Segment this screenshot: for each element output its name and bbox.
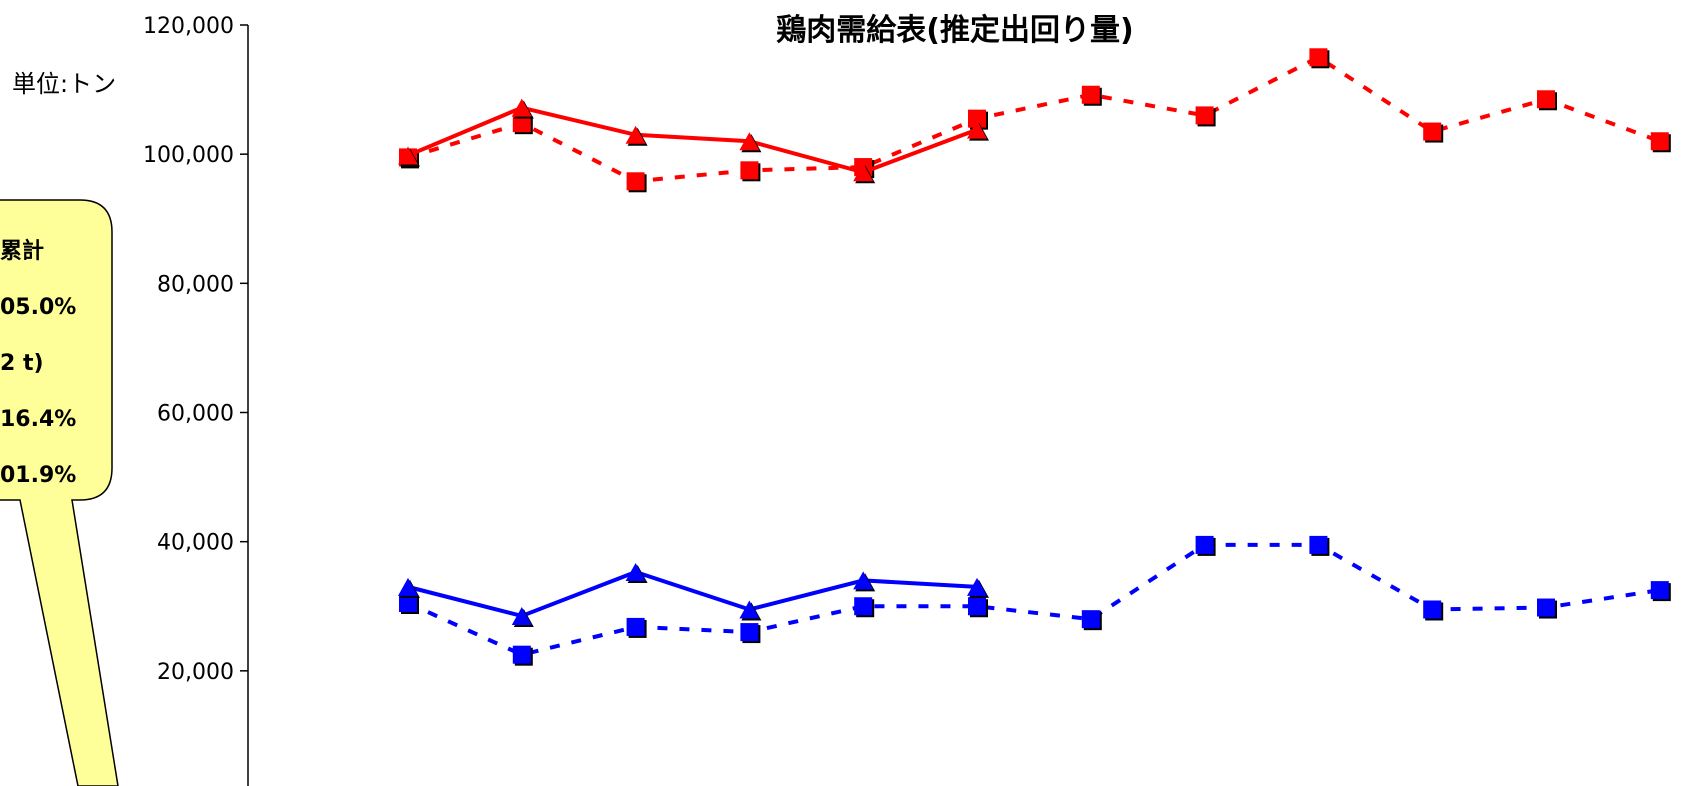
y-tick-label: 120,000 <box>143 14 234 39</box>
data-point <box>854 597 873 616</box>
callout-line-5: 01.9% <box>0 463 76 488</box>
y-tick-label: 60,000 <box>157 402 234 427</box>
data-point <box>1650 132 1669 151</box>
data-point <box>1537 90 1555 109</box>
data-point <box>625 563 646 582</box>
callout-bubble <box>0 199 119 786</box>
series-line <box>407 542 1661 657</box>
callout-line-4: 16.4% <box>0 407 76 432</box>
series-3 <box>398 563 989 627</box>
data-point <box>968 597 986 616</box>
y-tick-label: 80,000 <box>157 272 234 297</box>
series-0 <box>399 48 1671 193</box>
data-point <box>512 645 531 664</box>
data-point <box>967 577 987 596</box>
series-2 <box>399 535 1671 666</box>
data-point <box>1650 581 1669 600</box>
series-layer <box>398 48 1671 666</box>
data-point <box>1309 48 1328 67</box>
data-point <box>740 161 759 180</box>
y-tick-label: 40,000 <box>157 531 234 556</box>
data-point <box>968 109 986 128</box>
data-point <box>398 577 418 596</box>
data-point <box>511 606 532 625</box>
series-1 <box>398 98 989 184</box>
chart-title: 鶏肉需給表(推定出回り量) <box>776 13 1133 48</box>
callout-line-3: 2 t) <box>0 351 44 376</box>
data-point <box>398 146 418 165</box>
series-line <box>407 105 978 175</box>
data-point <box>625 125 646 144</box>
y-tick-label: 20,000 <box>157 660 234 685</box>
data-point <box>1195 535 1214 554</box>
data-point <box>626 172 645 191</box>
data-point <box>739 132 760 151</box>
y-tick-label: 100,000 <box>143 143 234 168</box>
unit-label: 単位:トン <box>12 70 116 98</box>
data-point <box>1309 535 1328 554</box>
data-point <box>1081 610 1100 629</box>
data-point <box>1423 600 1442 619</box>
data-point <box>739 600 760 619</box>
data-point <box>853 163 874 182</box>
series-line <box>407 569 978 619</box>
data-point <box>740 623 759 642</box>
callout: 累計 05.0% 2 t) 16.4% 01.9% <box>0 199 119 786</box>
callout-line-1: 累計 <box>0 238 44 264</box>
data-point <box>853 571 874 590</box>
data-point <box>1537 598 1555 617</box>
data-point <box>967 120 987 139</box>
callout-line-2: 05.0% <box>0 295 76 320</box>
series-line <box>407 54 1661 184</box>
data-point <box>399 594 417 613</box>
data-point <box>1081 85 1100 104</box>
data-point <box>1195 106 1214 125</box>
data-point <box>626 617 645 636</box>
data-point <box>1423 122 1442 141</box>
data-point <box>511 98 532 117</box>
